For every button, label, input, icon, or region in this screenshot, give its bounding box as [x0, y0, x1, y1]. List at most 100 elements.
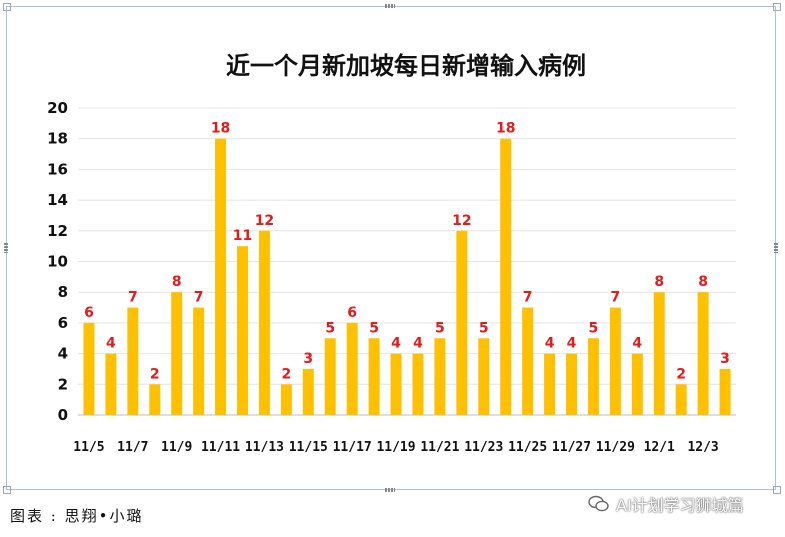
- data-label: 6: [347, 305, 357, 321]
- bar: [324, 338, 336, 415]
- data-label: 18: [211, 121, 230, 137]
- bar: [105, 353, 117, 415]
- data-label: 18: [496, 121, 515, 137]
- x-tick-label: 11/11: [201, 440, 240, 455]
- resize-corner-bottom-left[interactable]: [3, 486, 11, 494]
- bar: [653, 292, 665, 415]
- bar: [149, 384, 161, 415]
- y-tick-label: 14: [47, 191, 68, 209]
- x-tick-label: 11/9: [161, 440, 192, 455]
- bar: [390, 353, 402, 415]
- data-label: 4: [545, 336, 555, 352]
- bar: [215, 138, 227, 415]
- resize-handle-left[interactable]: [4, 243, 8, 253]
- bar: [587, 338, 599, 415]
- data-label: 4: [567, 336, 577, 352]
- data-label: 12: [255, 213, 274, 229]
- y-tick-label: 10: [47, 253, 68, 271]
- bar: [302, 368, 314, 415]
- data-label: 12: [452, 213, 471, 229]
- bar: [412, 353, 424, 415]
- y-tick-label: 12: [47, 222, 68, 240]
- bar: [237, 246, 248, 415]
- x-tick-label: 11/5: [73, 440, 104, 455]
- y-tick-label: 18: [47, 130, 68, 148]
- chart-title: 近一个月新加坡每日新增输入病例: [226, 52, 586, 80]
- data-label: 7: [523, 290, 533, 306]
- bar: [500, 138, 512, 415]
- data-label: 7: [194, 290, 204, 306]
- data-label: 2: [676, 366, 686, 382]
- x-tick-label: 11/27: [552, 440, 591, 455]
- bar: [434, 338, 446, 415]
- bar: [522, 307, 534, 415]
- x-tick-label: 11/29: [596, 440, 635, 455]
- bar: [280, 384, 292, 415]
- y-tick-label: 8: [58, 283, 68, 301]
- bar: [193, 307, 205, 415]
- data-label: 3: [303, 351, 313, 367]
- resize-handle-right[interactable]: [774, 243, 778, 253]
- data-label: 11: [233, 228, 252, 244]
- x-tick-label: 11/15: [289, 440, 328, 455]
- bar: [697, 292, 709, 415]
- bar: [83, 322, 95, 415]
- bar: [719, 368, 731, 415]
- bar: [544, 353, 556, 415]
- bar: [478, 338, 490, 415]
- data-label: 8: [654, 274, 664, 290]
- y-tick-label: 16: [47, 160, 68, 178]
- x-tick-label: 11/21: [420, 440, 459, 455]
- resize-handle-top[interactable]: [385, 4, 395, 8]
- bar: [675, 384, 687, 415]
- bar: [566, 353, 577, 415]
- data-label: 4: [632, 336, 642, 352]
- resize-corner-top-right[interactable]: [773, 3, 781, 11]
- bar: [368, 338, 380, 415]
- x-tick-label: 11/17: [333, 440, 372, 455]
- wechat-icon: [588, 495, 609, 512]
- x-tick-label: 11/19: [376, 440, 415, 455]
- y-tick-label: 20: [47, 99, 68, 117]
- bar: [631, 353, 643, 415]
- x-tick-label: 11/13: [245, 440, 284, 455]
- bar: [171, 292, 183, 415]
- data-label: 7: [610, 290, 620, 306]
- bars: [83, 138, 731, 415]
- bar: [456, 230, 468, 415]
- data-label: 6: [84, 305, 94, 321]
- data-label: 4: [413, 336, 423, 352]
- resize-handle-bottom[interactable]: [385, 488, 395, 492]
- gridlines: [78, 107, 736, 385]
- resize-corner-bottom-right[interactable]: [773, 486, 781, 494]
- data-label: 4: [391, 336, 401, 352]
- data-label: 8: [698, 274, 708, 290]
- watermark: AI计划学习狮城篇: [588, 492, 744, 516]
- data-label: 5: [479, 320, 489, 336]
- bar: [127, 307, 139, 415]
- y-tick-label: 4: [58, 345, 68, 363]
- data-label: 2: [150, 366, 160, 382]
- figure-caption: 图表 : 思翔•小璐: [10, 507, 144, 525]
- data-label: 5: [589, 320, 599, 336]
- x-tick-label: 11/25: [508, 440, 547, 455]
- x-tick-label: 12/1: [644, 440, 675, 455]
- data-label: 3: [720, 351, 730, 367]
- bar: [258, 230, 270, 415]
- data-label: 7: [128, 290, 138, 306]
- data-label: 5: [325, 320, 335, 336]
- data-label: 8: [172, 274, 182, 290]
- x-axis: 11/5 11/7 11/9 11/11 11/13 11/15 11/17 11/19 11/…: [73, 440, 718, 455]
- data-label: 5: [435, 320, 445, 336]
- y-tick-label: 0: [58, 406, 68, 424]
- y-tick-label: 6: [58, 314, 68, 332]
- data-label: 5: [369, 320, 379, 336]
- x-tick-label: 11/7: [117, 440, 148, 455]
- data-label: 2: [281, 366, 291, 382]
- data-label: 4: [106, 336, 116, 352]
- x-tick-label: 12/3: [687, 440, 718, 455]
- resize-corner-top-left[interactable]: [3, 3, 11, 11]
- bar: [346, 322, 358, 415]
